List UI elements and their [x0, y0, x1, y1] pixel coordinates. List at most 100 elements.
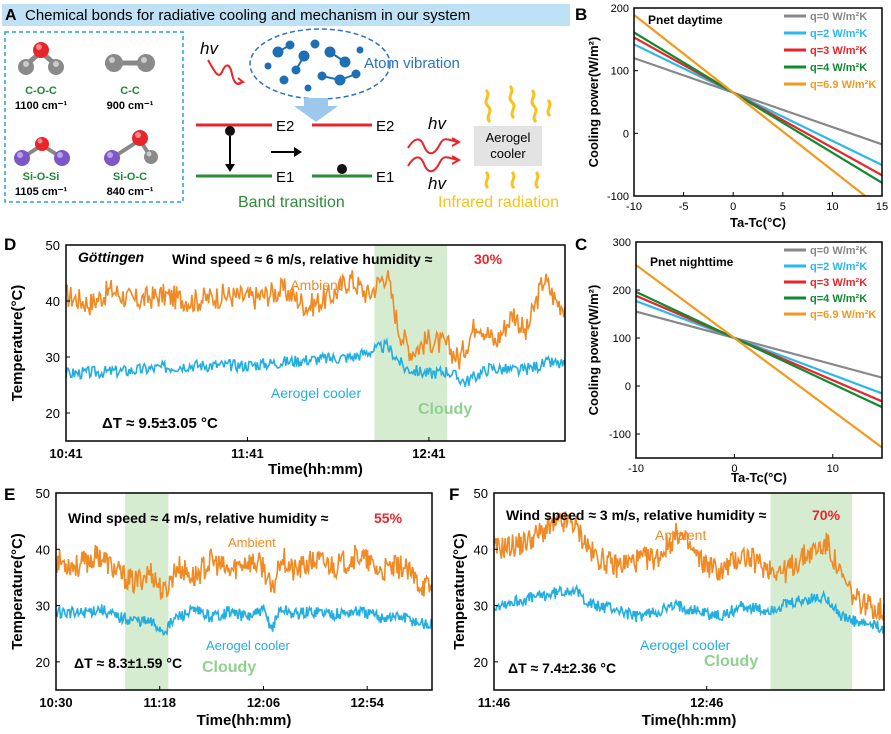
x-tick-label: 0 — [731, 463, 737, 475]
x-axis-label: Ta-Tc(°C) — [731, 470, 787, 485]
humidity-value: 30% — [474, 251, 503, 267]
y-tick-label: 50 — [46, 238, 60, 253]
y-axis-label: Temperature(°C) — [451, 533, 468, 650]
molecule-value-siosi: 1105 cm⁻¹ — [15, 186, 68, 198]
x-tick-label: 11:46 — [478, 695, 511, 710]
aerogel-cooler-label-1: Aerogel — [486, 130, 531, 145]
legend-label: q=6.9 W/m²K — [810, 79, 876, 91]
y-tick-label: 40 — [36, 542, 50, 557]
y-tick-label: 30 — [46, 350, 60, 365]
legend-label: q=0 W/m²K — [810, 245, 867, 257]
series-line-B-4 — [634, 14, 867, 196]
x-tick-label: 5 — [780, 201, 786, 213]
siosi-molecule-icon — [14, 137, 70, 166]
series-line-B-1 — [634, 43, 882, 166]
conditions-text: Wind speed ≈ 6 m/s, relative humidity ≈ — [172, 251, 433, 267]
y-tick-label: 40 — [46, 294, 60, 309]
y-tick-label: -100 — [607, 191, 629, 203]
hv-label-upper: hv — [428, 114, 447, 133]
x-tick-label: 10 — [826, 201, 838, 213]
x-tick-label: 12:06 — [247, 695, 280, 710]
series-line-B-3 — [634, 31, 882, 184]
infrared-radiation-label: Infrared radiation — [438, 194, 559, 211]
aerogel-label: Aerogel cooler — [206, 638, 290, 653]
cloudy-label: Cloudy — [418, 401, 472, 418]
series-line-C-4 — [636, 264, 882, 449]
cloudy-label: Cloudy — [704, 653, 758, 670]
chart-title-B: Pnet daytime — [648, 13, 723, 27]
x-tick-label: -10 — [628, 463, 644, 475]
y-tick-label: 200 — [613, 285, 631, 297]
panel-a-header: Chemical bonds for radiative cooling and… — [25, 7, 470, 24]
x-tick-label: 0 — [730, 201, 736, 213]
legend-label: q=2 W/m²K — [810, 28, 867, 40]
panel-label-C: C — [575, 235, 587, 254]
plot-frame — [55, 492, 433, 691]
y-tick-label: 0 — [625, 381, 631, 393]
plot-frame — [635, 241, 883, 459]
x-axis-label: Time(hh:mm) — [268, 461, 363, 478]
infrared-emission-icon — [484, 84, 552, 190]
atom-vibration-label: Atom vibration — [364, 55, 460, 72]
panel-label-E: E — [4, 485, 15, 504]
y-tick-label: 20 — [46, 406, 60, 421]
coc-molecule-icon — [18, 42, 64, 75]
molecule-value-sioc: 840 cm⁻¹ — [107, 186, 154, 198]
atom-cluster-icon — [264, 39, 364, 92]
legend-label: q=3 W/m²K — [810, 277, 867, 289]
y-tick-label: 200 — [611, 3, 629, 15]
panel-a-label: A — [5, 7, 17, 24]
panel-label-F: F — [449, 485, 459, 504]
aerogel-cooler-label-2: cooler — [490, 146, 526, 161]
cc-molecule-icon — [105, 54, 155, 72]
x-tick-label: -10 — [626, 201, 642, 213]
ambient-series-line — [65, 270, 566, 370]
molecule-name-siosi: Si-O-Si — [23, 171, 60, 183]
chart-e: E 50 40 30 20 10:30 11:18 12:06 12:54 Time(hh:mm)… — [4, 485, 433, 729]
ambient-label: Ambient — [290, 277, 341, 293]
aerogel-series-line — [65, 337, 566, 387]
chart-b: B Pnet daytime 200 100 0 -100-10 -5 0 5 10 15 Ta-Tc… — [575, 3, 888, 230]
panel-label-D: D — [4, 235, 16, 254]
x-tick-label: 10 — [827, 463, 839, 475]
molecule-name-sioc: Si-O-C — [113, 171, 147, 183]
x-axis-label: Ta-Tc(°C) — [730, 215, 786, 230]
x-tick-label: 10:30 — [39, 695, 72, 710]
y-tick-label: 20 — [36, 655, 50, 670]
hv-label-incoming: hv — [200, 39, 219, 58]
y-tick-label: 30 — [474, 599, 488, 614]
x-tick-label: 12:46 — [690, 695, 723, 710]
series-line-C-1 — [636, 300, 882, 395]
y-axis-label: Temperature(°C) — [9, 285, 26, 402]
panel-a-header-bar — [2, 4, 570, 26]
y-axis-label: Temperature(°C) — [9, 533, 26, 650]
legend-label: q=2 W/m²K — [810, 261, 867, 273]
molecule-name-cc: C-C — [120, 85, 140, 97]
legend-label: q=4 W/m²K — [810, 62, 867, 74]
ambient-label: Ambient — [228, 535, 276, 550]
y-axis-label: Cooling power(W/m²) — [586, 37, 601, 168]
electron-ground-icon — [337, 164, 347, 174]
e2-label-right: E2 — [376, 118, 394, 135]
y-tick-label: 30 — [36, 599, 50, 614]
x-tick-label: 12:54 — [351, 695, 385, 710]
delta-t-label: ΔT ≈ 7.4±2.36 °C — [508, 660, 616, 676]
emitted-photon-wave-icon — [407, 138, 459, 155]
ambient-series-line — [55, 544, 433, 600]
molecule-name-coc: C-O-C — [25, 85, 57, 97]
series-line-C-3 — [636, 290, 882, 409]
ambient-label: Ambient — [655, 527, 706, 543]
legend-label: q=0 W/m²K — [810, 11, 867, 23]
chart-d: D 50 40 30 20 10:41 11:41 12:41 Time(hh:mm) Tempe… — [4, 235, 566, 478]
emitted-photon-wave-icon-2 — [407, 156, 459, 173]
y-tick-label: 300 — [613, 237, 631, 249]
aerogel-series-line — [493, 583, 885, 634]
plot-frame — [65, 244, 566, 442]
x-tick-label: -5 — [679, 201, 689, 213]
x-tick-label: 11:18 — [143, 695, 176, 710]
chart-title-C: Pnet nighttime — [650, 255, 734, 269]
y-tick-label: -100 — [609, 429, 631, 441]
y-tick-label: 100 — [611, 66, 629, 78]
